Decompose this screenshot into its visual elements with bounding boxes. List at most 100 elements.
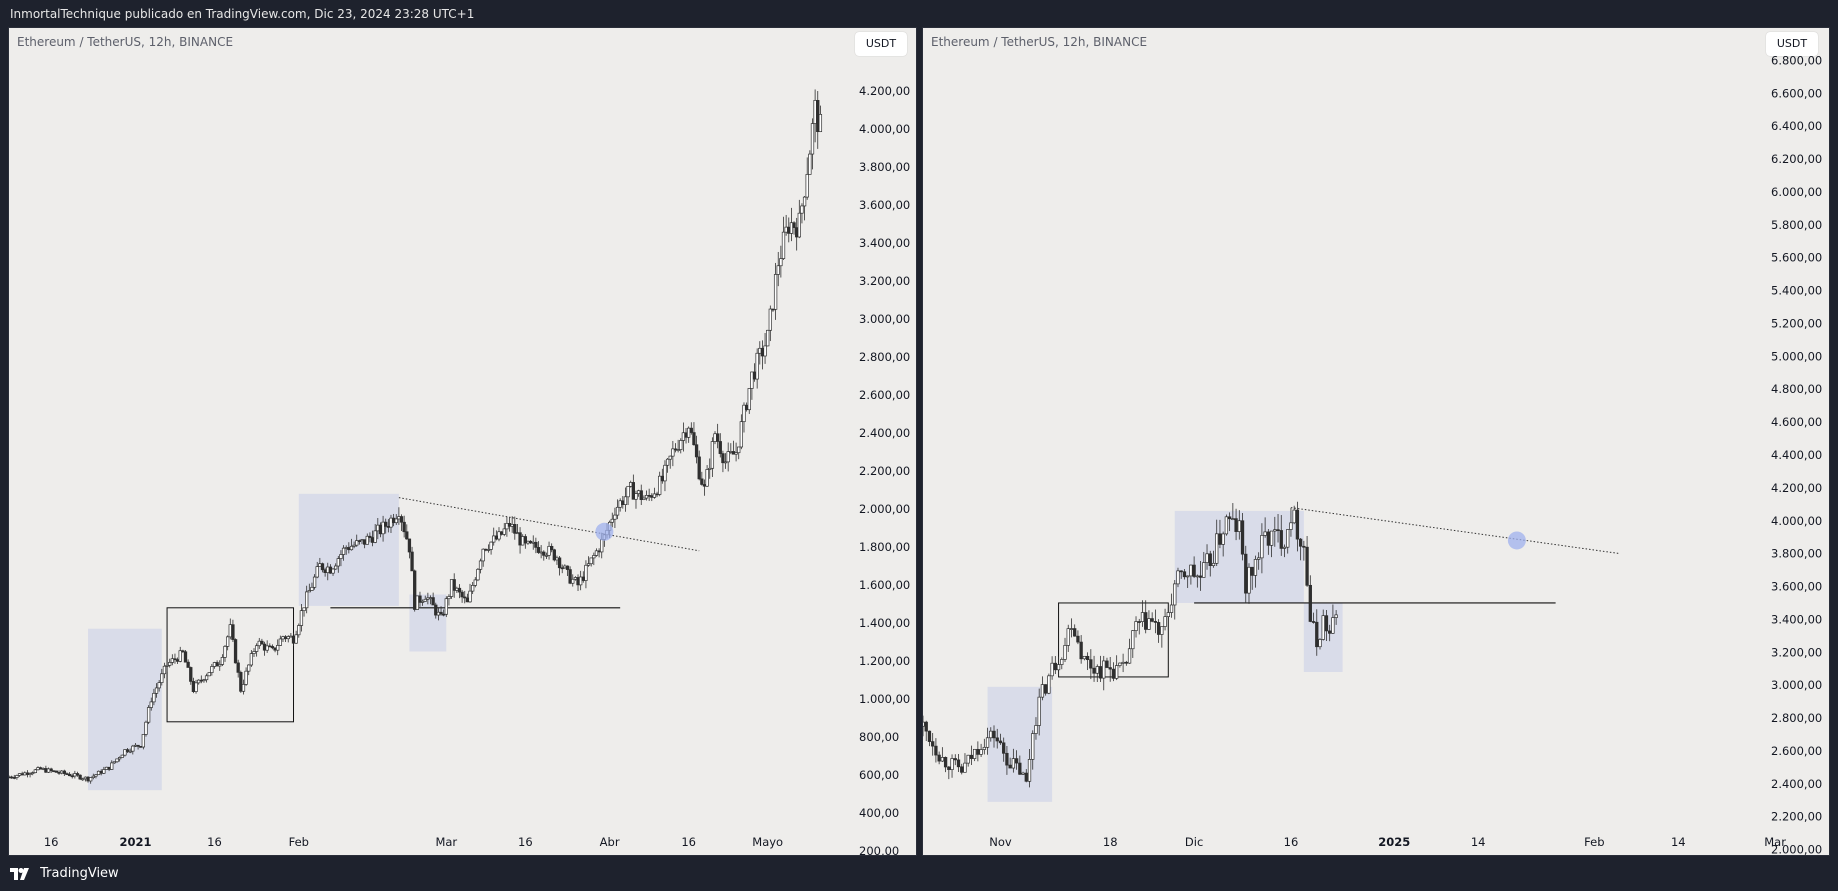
y-tick-label: 3.200,00 [1771,645,1822,659]
y-tick-label: 6.000,00 [1771,185,1822,199]
candle-body [1144,612,1148,630]
chart-panel-left[interactable]: 200,00 400,00 600,00 800,00 1.000,00 1.200,00… [8,27,917,856]
candle-body [705,469,709,487]
currency-button-left[interactable]: USDT [855,32,907,56]
candle-body [202,679,206,682]
candle-body [141,734,146,748]
candle-body [1302,545,1306,548]
candle-body [389,517,393,528]
candle-body [924,721,928,732]
candle-body [128,750,132,753]
candle-body [737,446,741,454]
candlestick-chart-left[interactable]: 200,00 400,00 600,00 800,00 1.000,00 1.200,00… [9,28,916,855]
candle-body [368,535,372,538]
candle-body [1269,530,1274,546]
candle-body [384,521,388,527]
trendline [1290,507,1621,555]
candle-body [481,548,485,562]
candle-body [618,500,622,508]
candle-body [81,778,85,781]
y-tick-label: 5.600,00 [1771,251,1822,265]
y-tick-label: 4.600,00 [1771,415,1822,429]
chart-panel-right[interactable]: 2.000,00 2.200,00 2.400,00 2.600,00 2.800,00… [922,27,1830,856]
candle-body [152,692,156,703]
x-tick-label: 16 [1284,835,1299,849]
candle-body [802,196,807,207]
candle-body [96,770,101,776]
candle-body [734,452,738,455]
candle-body [937,754,941,762]
candle-body [310,586,314,591]
candle-body [671,448,675,457]
candle-body [1286,529,1290,548]
candle-body [518,532,522,546]
candle-body [38,767,43,770]
candle-body [162,665,167,675]
candle-body [621,500,625,505]
candle-body [723,461,728,464]
candle-body [1279,530,1283,549]
candle-body [83,776,88,780]
candle-body [1098,666,1103,679]
candlestick-chart-right[interactable]: 2.000,00 2.200,00 2.400,00 2.600,00 2.800,00… [923,28,1829,855]
candle-body [923,721,925,727]
candle-body [1092,667,1096,674]
currency-button-right[interactable]: USDT [1766,32,1818,56]
x-tick-label: Feb [289,835,309,849]
y-tick-label: 400,00 [859,806,899,820]
attribution-header: InmortalTechnique publicado en TradingVi… [10,7,475,21]
candle-body [1311,621,1316,623]
candle-body [341,547,346,555]
candle-body [1005,752,1009,766]
x-tick-label: Mar [1764,835,1786,849]
candle-body [1089,659,1093,669]
candle-body [943,757,948,768]
candle-body [507,523,512,527]
candle-body [249,653,254,666]
candle-body [1024,772,1028,782]
candle-body [1040,684,1045,698]
candle-body [565,565,570,570]
candle-body [25,772,30,775]
candle-body [700,478,704,485]
candle-body [1134,621,1138,632]
candle-body [57,772,61,774]
candle-body [1321,615,1325,640]
candle-body [178,650,182,662]
candle-body [684,432,688,438]
candle-body [594,550,599,556]
candle-body [457,587,462,593]
candle-body [676,449,680,451]
candle-body [357,540,362,542]
candle-body [226,636,230,647]
candle-body [1163,616,1167,627]
candle-body [139,746,143,748]
candle-body [1247,566,1251,594]
candle-body [370,537,375,543]
candle-body [805,174,809,198]
candle-body [576,577,580,586]
y-tick-label: 3.200,00 [859,274,910,288]
candle-body [597,550,601,553]
candle-body [985,737,990,748]
x-tick-label: Dic [1185,835,1203,849]
candle-body [36,767,40,771]
y-tick-label: 2.200,00 [1771,810,1822,824]
tradingview-brand[interactable]: TradingView [40,866,119,881]
candle-body [17,773,22,776]
candle-body [1305,546,1309,586]
candle-body [1031,733,1035,760]
y-tick-label: 3.600,00 [1771,580,1822,594]
candle-body [1195,575,1199,578]
candle-body [241,684,246,692]
candle-body [818,114,823,133]
candle-body [265,645,269,651]
target-marker-circle [595,522,614,541]
candle-body [1263,531,1267,536]
tradingview-logo-icon[interactable] [10,867,32,880]
candle-body [112,761,117,764]
candle-body [307,590,311,593]
candle-body [1034,725,1038,734]
candle-body [110,762,114,770]
candle-body [1127,648,1132,664]
